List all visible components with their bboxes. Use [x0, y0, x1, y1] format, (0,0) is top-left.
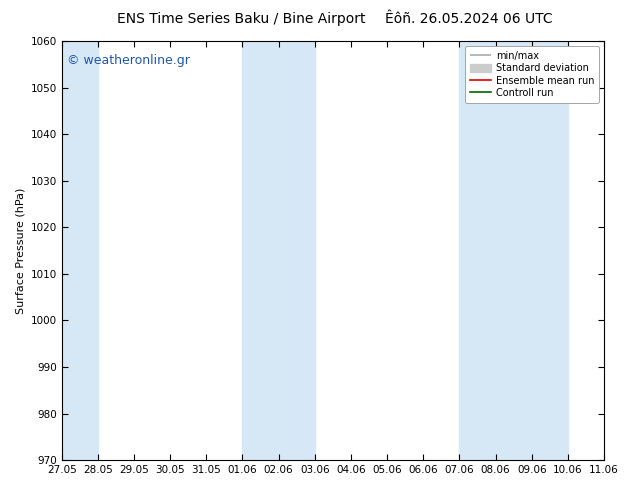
Bar — [61, 41, 98, 460]
Bar — [460, 41, 568, 460]
Text: © weatheronline.gr: © weatheronline.gr — [67, 53, 190, 67]
Legend: min/max, Standard deviation, Ensemble mean run, Controll run: min/max, Standard deviation, Ensemble me… — [465, 46, 599, 103]
Y-axis label: Surface Pressure (hPa): Surface Pressure (hPa) — [15, 187, 25, 314]
Text: ENS Time Series Baku / Bine Airport: ENS Time Series Baku / Bine Airport — [117, 12, 365, 26]
Text: Êôñ. 26.05.2024 06 UTC: Êôñ. 26.05.2024 06 UTC — [385, 12, 553, 26]
Bar — [242, 41, 315, 460]
